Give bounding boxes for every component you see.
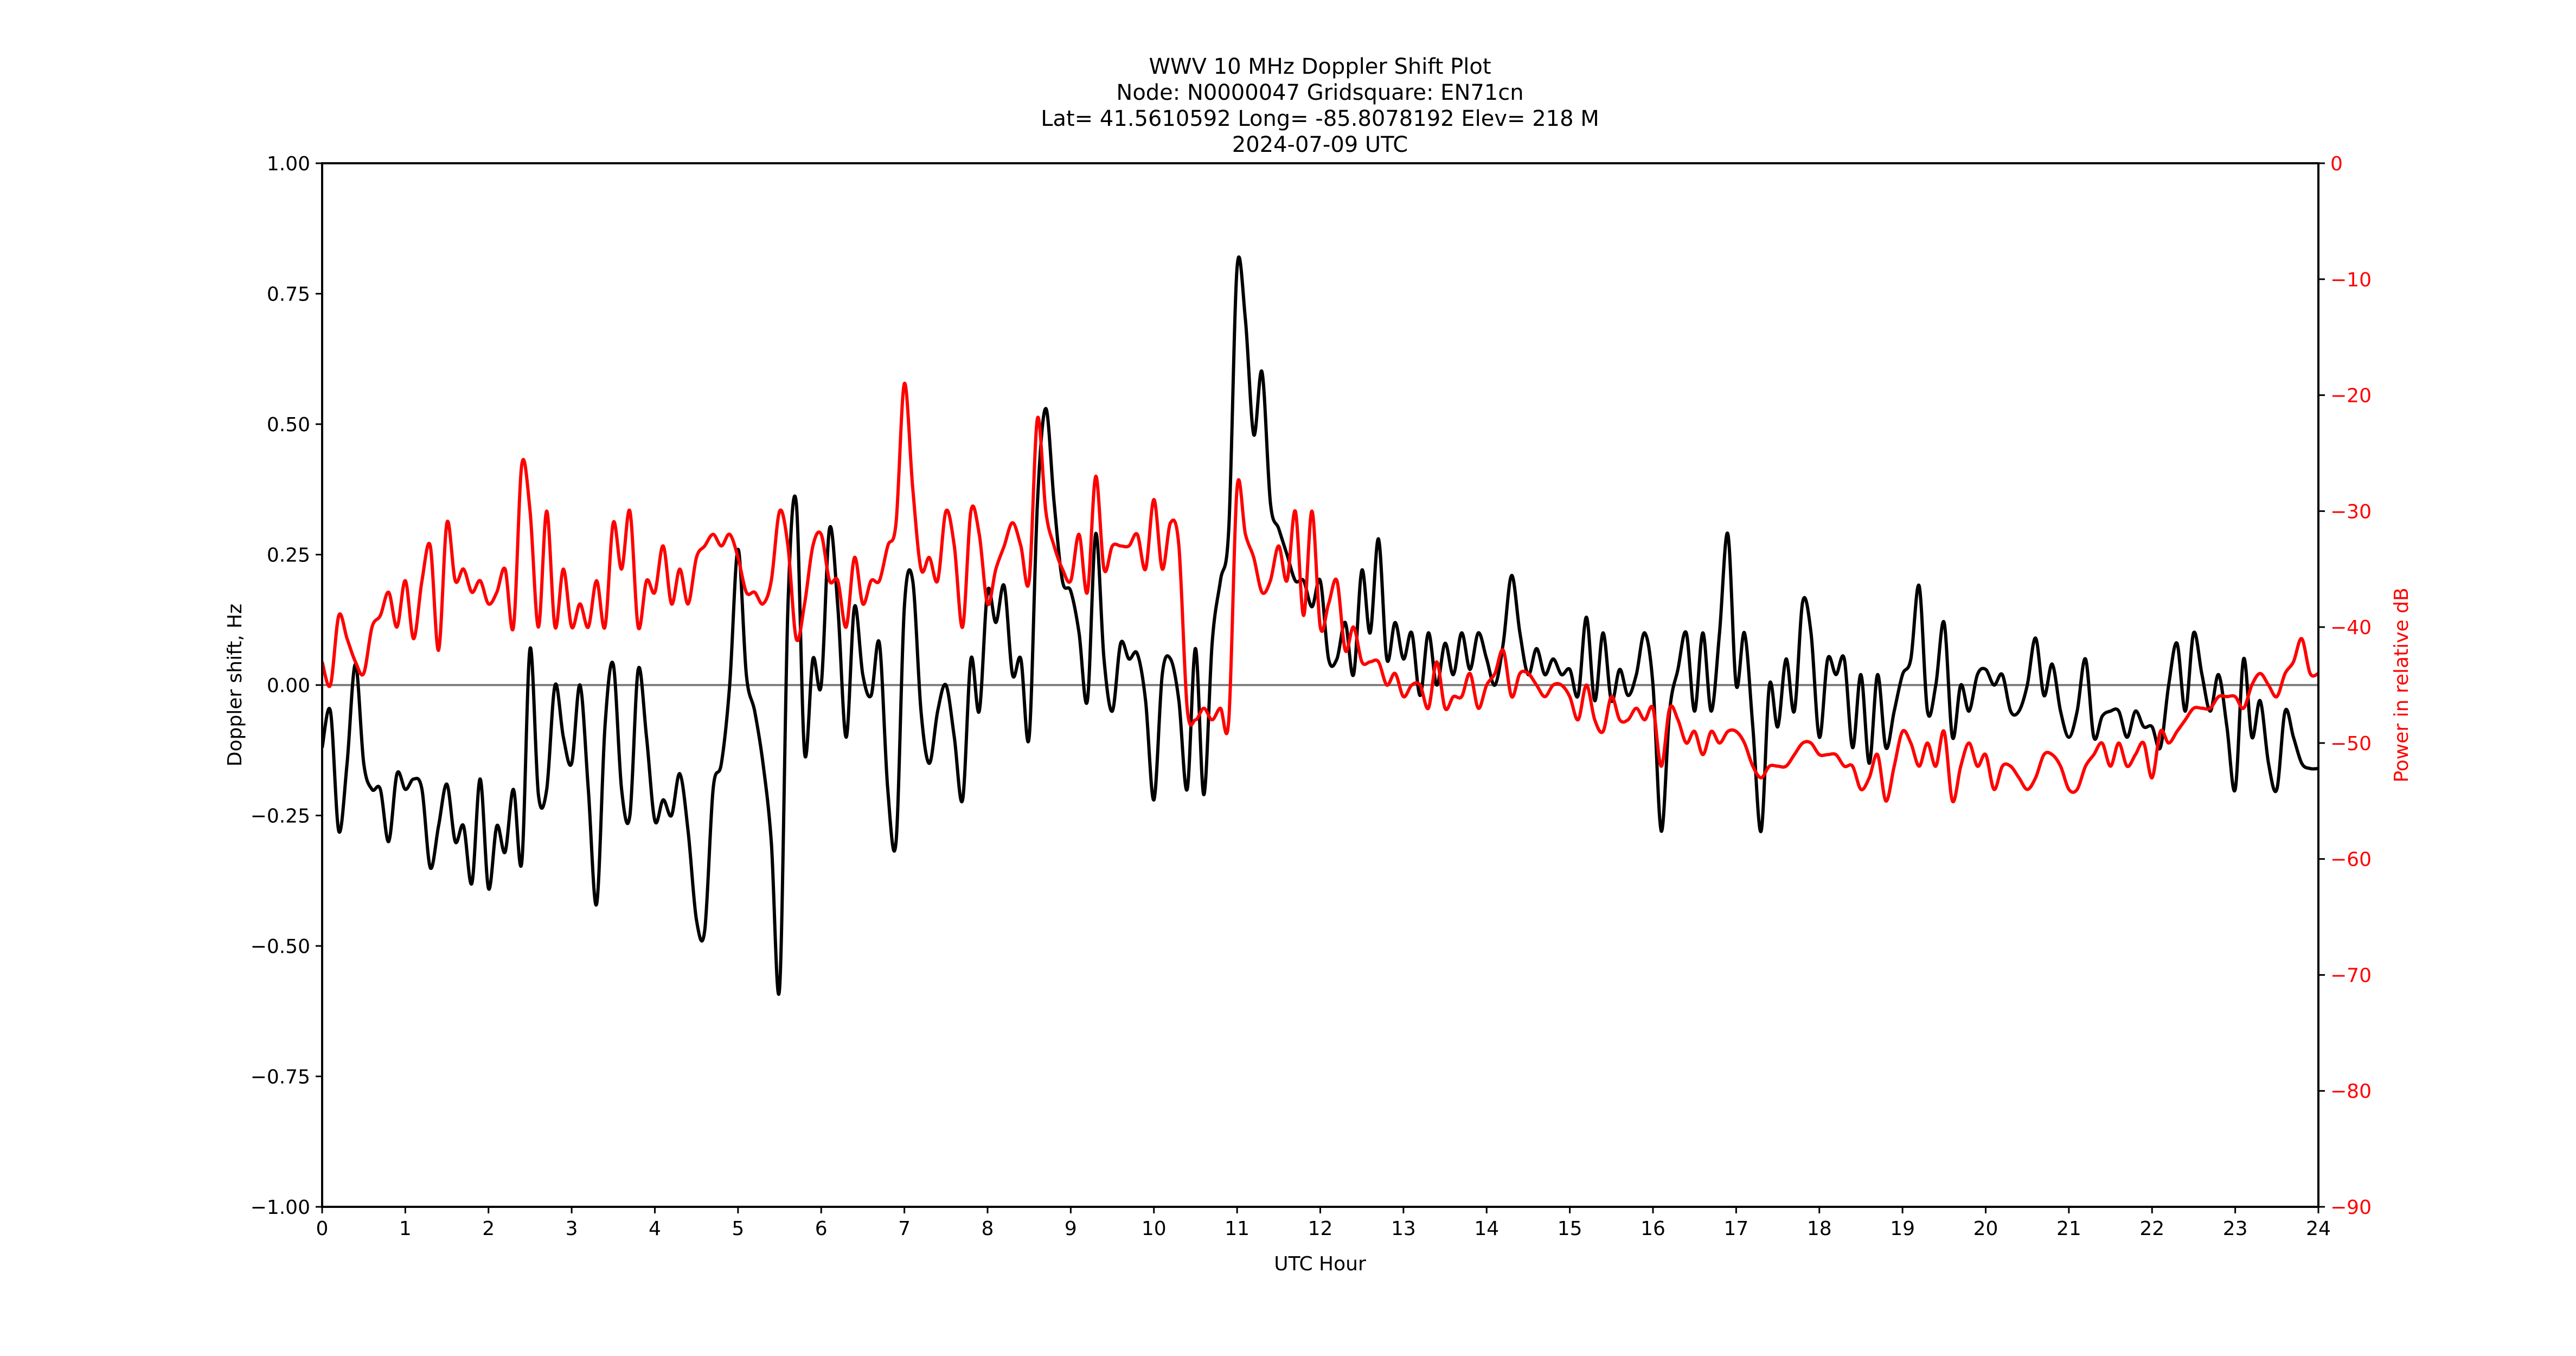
y2-tick-label: −40 [2330,617,2372,639]
y-tick-label: −0.25 [251,805,310,828]
x-tick-label: 16 [1641,1218,1665,1240]
x-tick-label: 7 [898,1218,911,1240]
x-axis: 0 1 2 3 4 5 6 7 8 9 10 11 12 13 14 15 16 17 18 19 20 21 22 23 24 [316,1207,2331,1240]
x-tick-label: 17 [1723,1218,1748,1240]
left-y-axis: 1.00 0.75 0.50 0.25 0.00 −0.25 −0.50 −0.75 −1.00 [251,153,322,1219]
power-series-line [322,382,2318,804]
x-tick-label: 19 [1890,1218,1915,1240]
y2-tick-label: −80 [2330,1080,2372,1103]
y2-tick-label: −10 [2330,269,2372,291]
title-line-4: 2024-07-09 UTC [1232,132,1408,157]
x-tick-label: 15 [1558,1218,1582,1240]
x-tick-label: 23 [2223,1218,2248,1240]
x-tick-label: 13 [1391,1218,1416,1240]
y2-tick-label: −90 [2330,1197,2372,1219]
y2-tick-label: −60 [2330,849,2372,871]
x-tick-label: 9 [1065,1218,1077,1240]
y2-tick-label: −20 [2330,385,2372,407]
x-tick-label: 20 [1973,1218,1998,1240]
title-line-2: Node: N0000047 Gridsquare: EN71cn [1116,80,1523,105]
x-tick-label: 3 [566,1218,578,1240]
y2-tick-label: −50 [2330,733,2372,755]
y-tick-label: 0.50 [267,414,310,436]
x-tick-label: 0 [316,1218,329,1240]
x-tick-label: 18 [1807,1218,1832,1240]
y2-tick-label: −30 [2330,501,2372,523]
x-tick-label: 10 [1142,1218,1167,1240]
y-tick-label: 0.00 [267,675,310,697]
x-tick-label: 22 [2139,1218,2164,1240]
right-y-axis-label: Power in relative dB [2391,587,2413,782]
x-tick-label: 12 [1308,1218,1333,1240]
x-axis-label: UTC Hour [1274,1253,1366,1275]
x-tick-label: 6 [815,1218,828,1240]
x-tick-label: 14 [1474,1218,1499,1240]
y-tick-label: −0.50 [251,936,310,958]
x-tick-label: 24 [2306,1218,2331,1240]
y-tick-label: −1.00 [251,1197,310,1219]
title-line-1: WWV 10 MHz Doppler Shift Plot [1149,54,1491,79]
y-tick-label: 0.75 [267,284,310,306]
right-y-axis: 0 −10 −20 −30 −40 −50 −60 −70 −80 −90 [2318,153,2372,1219]
doppler-shift-series-line [322,255,2318,996]
x-tick-label: 2 [482,1218,495,1240]
y-tick-label: 0.25 [267,545,310,567]
x-tick-label: 8 [982,1218,994,1240]
x-tick-label: 1 [399,1218,412,1240]
x-tick-label: 4 [649,1218,661,1240]
title-line-3: Lat= 41.5610592 Long= -85.8078192 Elev= … [1041,106,1599,131]
y-tick-label: −0.75 [251,1066,310,1089]
chart-title: WWV 10 MHz Doppler Shift Plot Node: N000… [1041,54,1599,157]
y-tick-label: 1.00 [267,153,310,175]
left-y-axis-label: Doppler shift, Hz [224,604,246,766]
x-tick-label: 11 [1225,1218,1249,1240]
x-tick-label: 21 [2056,1218,2081,1240]
x-tick-label: 5 [732,1218,744,1240]
y2-tick-label: 0 [2330,153,2343,175]
y2-tick-label: −70 [2330,964,2372,987]
